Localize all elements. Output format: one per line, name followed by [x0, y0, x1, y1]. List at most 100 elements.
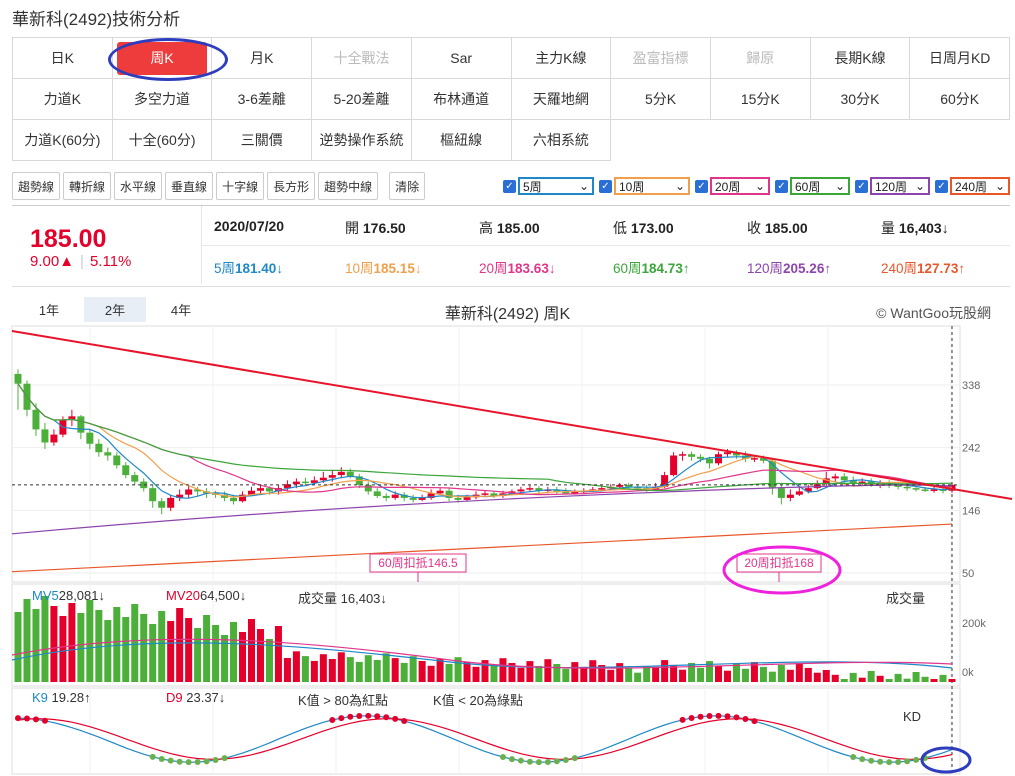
menu-tab[interactable]: 力道K — [13, 79, 113, 120]
open-value: 開 176.50 — [345, 220, 406, 236]
volume-bar — [409, 656, 417, 682]
tool-button[interactable]: 轉折線 — [63, 172, 112, 200]
ma-checkbox[interactable]: ✓ — [775, 179, 788, 193]
range-tab[interactable]: 4年 — [150, 297, 212, 322]
candle-body — [759, 458, 767, 461]
tool-button[interactable]: 十字線 — [216, 172, 265, 200]
menu-tab[interactable]: Sar — [411, 38, 512, 79]
candle-body — [301, 481, 309, 484]
ma-period-select[interactable]: 10周 ⌄ — [614, 177, 690, 195]
menu-cell-empty — [910, 120, 1011, 161]
tool-button[interactable]: 清除 — [389, 172, 426, 200]
range-tab[interactable]: 1年 — [18, 297, 80, 322]
menu-tab[interactable]: 多空力道 — [112, 79, 213, 120]
change-percent: 5.11% — [89, 253, 132, 270]
kd-green-dot — [544, 759, 551, 766]
menu-tab[interactable]: 3-6差離 — [212, 79, 313, 120]
candle-body — [77, 416, 85, 433]
candle-body — [41, 429, 49, 443]
ma-checkbox[interactable]: ✓ — [695, 179, 708, 193]
candle-body — [831, 476, 839, 479]
kd-red-dot — [356, 712, 363, 719]
candle-body — [894, 484, 902, 487]
menu-tab[interactable]: 主力K線 — [511, 38, 612, 79]
menu-tab[interactable]: 樞紐線 — [411, 120, 512, 161]
menu-tab[interactable]: 60分K — [910, 79, 1011, 120]
ma-period-select[interactable]: 120周 ⌄ — [870, 177, 930, 195]
menu-tab[interactable]: 30分K — [810, 79, 911, 120]
volume-bar — [221, 635, 229, 682]
candle-body — [346, 471, 354, 477]
menu-tab[interactable]: 日周月KD — [910, 38, 1011, 79]
volume-bar — [894, 673, 902, 682]
candle-body — [248, 490, 255, 495]
candle-body — [292, 481, 300, 485]
candle-body — [436, 490, 444, 494]
volume-bar — [41, 596, 49, 682]
kd-green-dot — [877, 758, 884, 765]
volume-bar — [921, 676, 929, 682]
volume-bar — [328, 659, 336, 682]
volume-bar — [544, 659, 552, 682]
kd-red-dot — [32, 716, 39, 723]
ma-checkbox[interactable]: ✓ — [855, 179, 868, 193]
volume-bar — [239, 632, 247, 682]
menu-tab[interactable]: 布林通道 — [411, 79, 512, 120]
kd-green-dot — [499, 753, 506, 760]
candle-body — [463, 497, 471, 500]
d-line — [17, 718, 953, 760]
chevron-down-icon: ⌄ — [994, 179, 1005, 193]
menu-tab[interactable]: 力道K(60分) — [13, 120, 113, 161]
range-tab[interactable]: 2年 — [84, 297, 146, 322]
menu-tab[interactable]: 六相系統 — [511, 120, 612, 161]
menu-tab[interactable]: 月K — [212, 38, 313, 79]
kd-red-dot — [365, 712, 372, 719]
ma-period-select[interactable]: 5周 ⌄ — [518, 177, 594, 195]
volume-bar — [786, 669, 794, 682]
volume-bar — [32, 609, 40, 682]
ma-checkbox[interactable]: ✓ — [935, 179, 948, 193]
ma-value: 120周205.26↑ — [747, 261, 832, 276]
volume-bar — [517, 667, 525, 682]
menu-tab[interactable]: 5分K — [611, 79, 711, 120]
menu-tab[interactable]: 日K — [13, 38, 113, 79]
menu-tab[interactable]: 逆勢操作系統 — [312, 120, 412, 161]
tool-button[interactable]: 趨勢中線 — [318, 172, 379, 200]
ma-checkbox[interactable]: ✓ — [599, 179, 612, 193]
ma-period-select[interactable]: 60周 ⌄ — [790, 177, 850, 195]
candle-body — [95, 443, 103, 453]
ma-period-value: 240周 — [955, 179, 988, 194]
low-value: 低 173.00 — [613, 220, 674, 236]
menu-tab[interactable]: 長期K線 — [810, 38, 911, 79]
tool-button[interactable]: 趨勢線 — [12, 172, 61, 200]
menu-tab[interactable]: 十全(60分) — [112, 120, 213, 161]
candle-body — [418, 497, 426, 500]
volume-bar — [607, 669, 615, 682]
candle-body — [562, 491, 570, 494]
tool-button[interactable]: 長方形 — [267, 172, 316, 200]
volume-bar — [490, 664, 498, 682]
candle-body — [454, 497, 462, 500]
candle-body — [445, 490, 453, 498]
ma-period-select[interactable]: 20周 ⌄ — [710, 177, 770, 195]
k-readout: K9 19.28↑ — [32, 690, 91, 705]
candle-body — [122, 465, 130, 476]
candle-body — [822, 478, 830, 485]
menu-tab[interactable]: 5-20差離 — [312, 79, 412, 120]
menu-tab[interactable]: 天羅地網 — [511, 79, 612, 120]
kd-green-dot — [868, 757, 875, 764]
kd-green-dot — [886, 759, 893, 766]
ma-checkbox[interactable]: ✓ — [503, 179, 516, 193]
tool-button[interactable]: 垂直線 — [165, 172, 214, 200]
ma-value: 60周184.73↑ — [613, 261, 690, 276]
menu-tab[interactable]: 三關價 — [212, 120, 313, 161]
candle-body — [535, 488, 543, 491]
candle-body — [391, 494, 399, 498]
ma-period-value: 120周 — [875, 179, 908, 194]
candle-body — [777, 488, 785, 498]
menu-tab[interactable]: 15分K — [710, 79, 811, 120]
tool-button[interactable]: 水平線 — [114, 172, 163, 200]
ma-period-select[interactable]: 240周 ⌄ — [950, 177, 1010, 195]
deduct-label-box — [369, 553, 467, 573]
